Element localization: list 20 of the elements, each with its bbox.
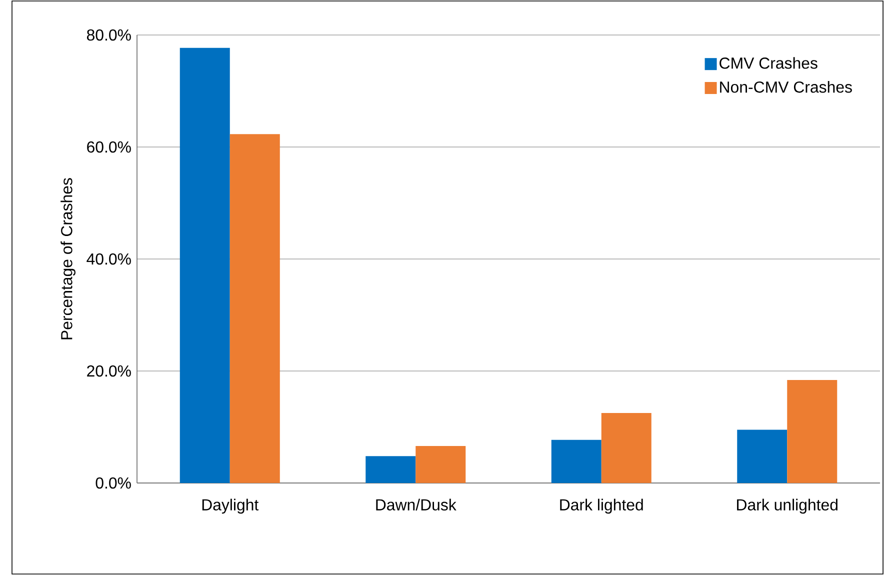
bar: [180, 48, 230, 483]
legend-label: Non-CMV Crashes: [720, 81, 852, 93]
legend-label: CMV Crashes: [720, 57, 818, 69]
bar: [416, 446, 466, 483]
bar: [601, 413, 652, 483]
y-tick-label: 80.0%: [86, 29, 131, 41]
x-tick-label: Dark lighted: [560, 498, 643, 514]
y-axis-title: Percentage of Crashes: [60, 178, 76, 340]
y-tick-label: 20.0%: [87, 365, 131, 377]
y-tick-label: 60.0%: [87, 141, 131, 153]
bar: [366, 456, 416, 483]
bar: [737, 430, 788, 483]
y-tick-label: 0.0%: [96, 477, 131, 489]
x-tick-label: Daylight: [202, 498, 259, 514]
bar: [551, 440, 602, 483]
x-tick-label: Dawn/Dusk: [376, 498, 456, 510]
bar: [230, 134, 280, 483]
x-tick-label: Dark unlighted: [737, 498, 838, 514]
bar: [787, 380, 838, 483]
y-tick-label: 40.0%: [86, 253, 131, 265]
